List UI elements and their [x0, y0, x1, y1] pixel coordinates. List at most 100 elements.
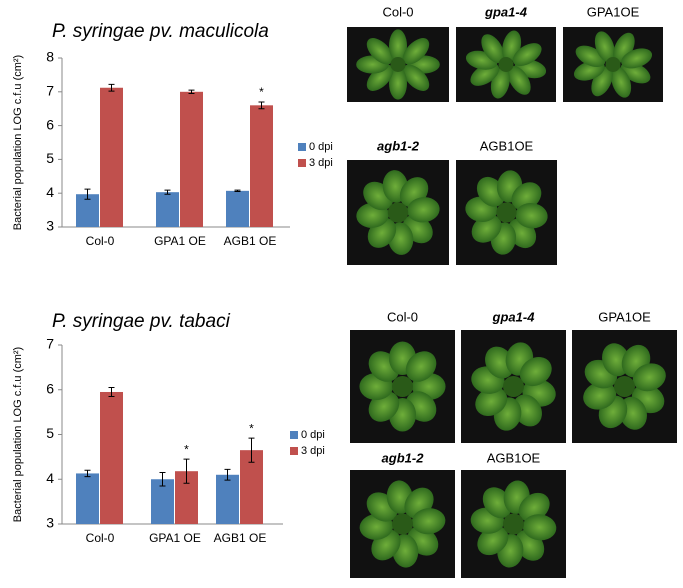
x-tick-label: GPA1 OE: [154, 234, 206, 248]
leaf: [366, 64, 394, 91]
bar: [100, 391, 123, 524]
y-tick-label: 5: [46, 425, 54, 441]
error-bar: [248, 437, 255, 463]
annotation: *: [249, 421, 254, 435]
photo-layer: [347, 27, 677, 578]
x-tick-label: Col-0: [86, 531, 115, 545]
y-axis-label: Bacterial population LOG c.f.u (cm²): [12, 347, 24, 522]
x-tick-label: GPA1 OE: [149, 531, 201, 545]
legend-label: 3 dpi: [301, 445, 325, 457]
error-bar: [159, 472, 166, 487]
leaf: [583, 381, 617, 410]
rosette-center: [503, 376, 524, 397]
error-bar: [84, 188, 91, 200]
leaf: [402, 64, 430, 91]
y-tick-label: 6: [46, 380, 54, 396]
rosette-center: [503, 513, 524, 535]
legend-swatch: [290, 447, 298, 455]
annotation: *: [184, 442, 189, 456]
rosette-center: [392, 513, 413, 535]
leaf: [407, 197, 440, 223]
error-bar: [108, 387, 115, 397]
rosette-center: [387, 202, 409, 223]
y-tick-label: 5: [46, 150, 54, 166]
rosette-center: [498, 57, 514, 72]
legend-swatch: [298, 143, 306, 151]
error-bar: [224, 468, 231, 481]
y-tick-label: 8: [46, 49, 54, 65]
error-bar: [164, 189, 171, 195]
y-tick-label: 3: [46, 218, 54, 234]
leaf: [515, 203, 548, 229]
leaf: [405, 351, 437, 382]
x-tick-label: AGB1 OE: [224, 234, 277, 248]
y-tick-label: 4: [46, 184, 54, 200]
legend-label: 0 dpi: [301, 429, 325, 441]
photo-label: AGB1OE: [487, 450, 541, 465]
error-bar: [258, 101, 265, 110]
y-axis-label: Bacterial population LOG c.f.u (cm²): [12, 55, 24, 230]
bar: [216, 474, 239, 524]
error-bar: [84, 469, 91, 478]
error-bar: [108, 83, 115, 92]
annotation: *: [259, 85, 264, 99]
legend-label: 0 dpi: [309, 141, 333, 153]
leaf: [389, 66, 407, 100]
leaf: [507, 66, 531, 95]
error-bar: [188, 89, 195, 94]
rosette-center: [614, 376, 635, 397]
bar: [226, 190, 249, 227]
bar: [76, 473, 99, 524]
y-tick-label: 7: [46, 336, 54, 352]
y-tick-label: 4: [46, 470, 54, 486]
rosette-center: [496, 202, 517, 223]
legend-label: 3 dpi: [309, 157, 333, 169]
photo-label: gpa1-4: [484, 4, 528, 19]
leaf: [522, 514, 557, 541]
chart-title: P. syringae pv. tabaci: [52, 311, 231, 332]
leaf: [411, 508, 446, 535]
rosette-center: [392, 376, 413, 397]
leaf: [512, 43, 542, 66]
photo-label: GPA1OE: [587, 4, 640, 19]
bar: [100, 87, 123, 227]
chart-title: P. syringae pv. maculicola: [52, 21, 269, 42]
leaf: [632, 363, 666, 392]
y-tick-label: 7: [46, 83, 54, 99]
bar: [240, 450, 263, 524]
rosette-center: [605, 57, 621, 72]
leaf: [594, 31, 615, 63]
leaf: [611, 66, 632, 98]
leaf: [402, 38, 430, 65]
bar: [156, 192, 179, 227]
bar: [151, 479, 174, 524]
bar: [76, 194, 99, 227]
leaf: [519, 356, 552, 387]
leaf: [621, 48, 653, 69]
photo-label: AGB1OE: [480, 138, 534, 153]
photo-label: gpa1-4: [492, 309, 536, 324]
x-tick-label: Col-0: [86, 234, 115, 248]
bar: [250, 105, 273, 227]
photo-label: agb1-2: [382, 450, 425, 465]
leaf: [475, 386, 508, 417]
photo-label: Col-0: [382, 4, 413, 19]
leaf: [481, 34, 505, 63]
error-bar: [183, 458, 190, 484]
x-tick-label: AGB1 OE: [214, 531, 267, 545]
photo-label: agb1-2: [377, 138, 420, 153]
photo-label: Col-0: [387, 309, 418, 324]
leaf: [366, 38, 394, 65]
bar: [175, 471, 198, 524]
error-bar: [234, 189, 241, 193]
leaf: [389, 29, 407, 63]
photo-label: GPA1OE: [598, 309, 651, 324]
y-tick-label: 3: [46, 515, 54, 531]
legend-swatch: [298, 159, 306, 167]
legend-swatch: [290, 431, 298, 439]
y-tick-label: 6: [46, 116, 54, 132]
rosette-center: [390, 57, 406, 72]
bar: [180, 91, 203, 227]
